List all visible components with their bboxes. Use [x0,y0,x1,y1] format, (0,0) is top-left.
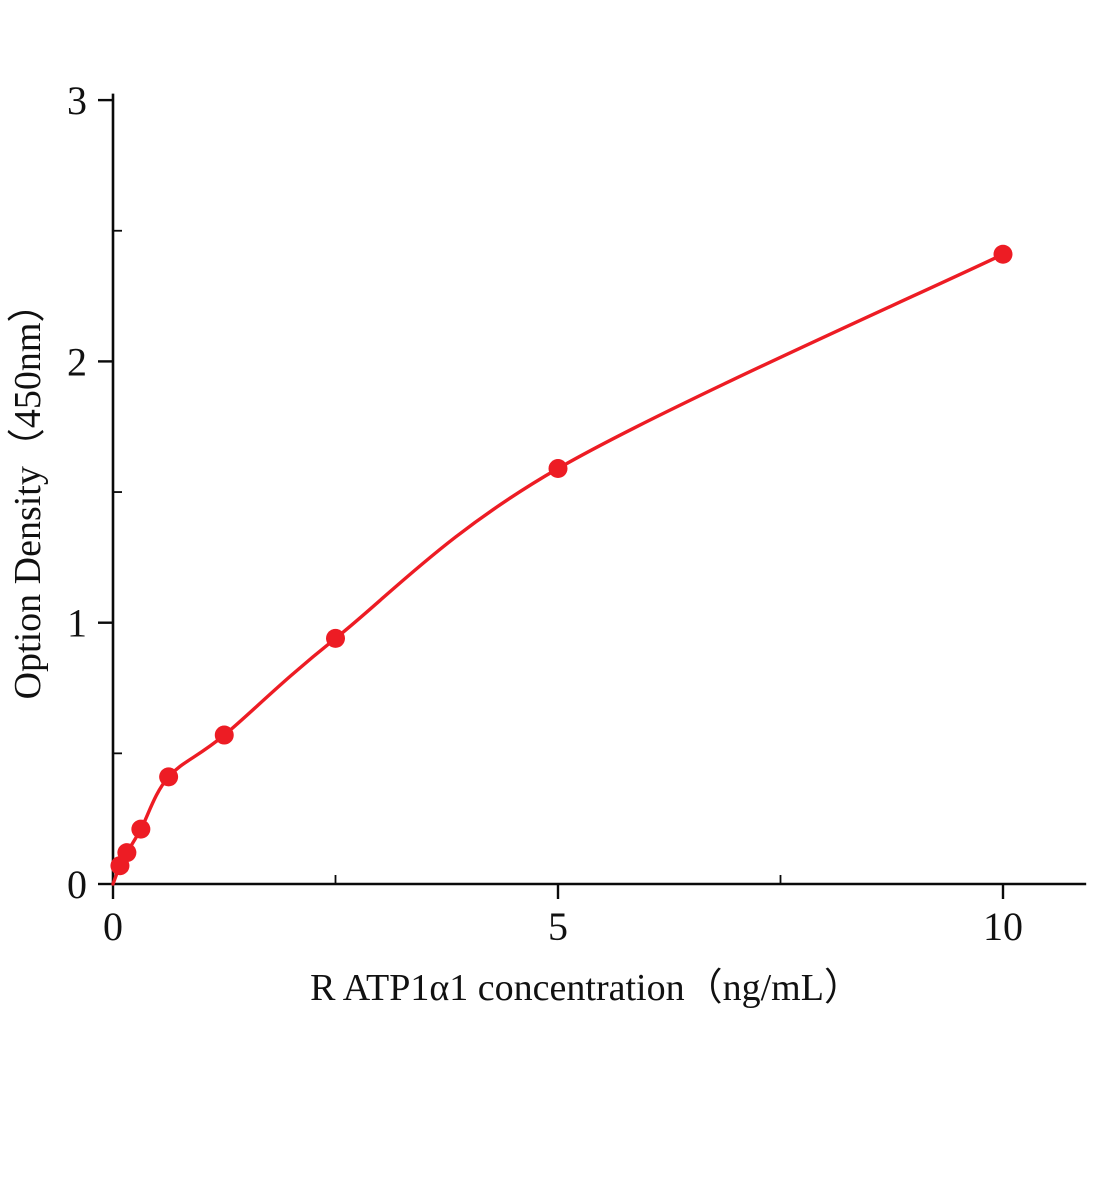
x-axis-title: R ATP1α1 concentration（ng/mL） [310,967,862,1009]
x-tick-label: 5 [548,904,568,949]
fit-curve [111,252,1005,886]
data-point [117,843,137,863]
data-point [326,628,345,648]
data-point [993,244,1013,264]
data-point [214,725,234,745]
x-tick-label: 10 [983,904,1023,949]
plot-area: 0 5 10 0 1 2 3 [67,78,1087,949]
x-tick-label: 0 [103,904,123,949]
y-tick-label: 1 [67,601,87,646]
data-point [131,819,151,839]
y-tick-label: 0 [67,862,87,907]
data-point [548,459,568,479]
y-tick-label: 2 [67,339,87,384]
data-point [159,767,179,787]
y-axis-title: Option Density（450nm） [7,285,49,700]
y-tick-label: 3 [67,78,87,123]
